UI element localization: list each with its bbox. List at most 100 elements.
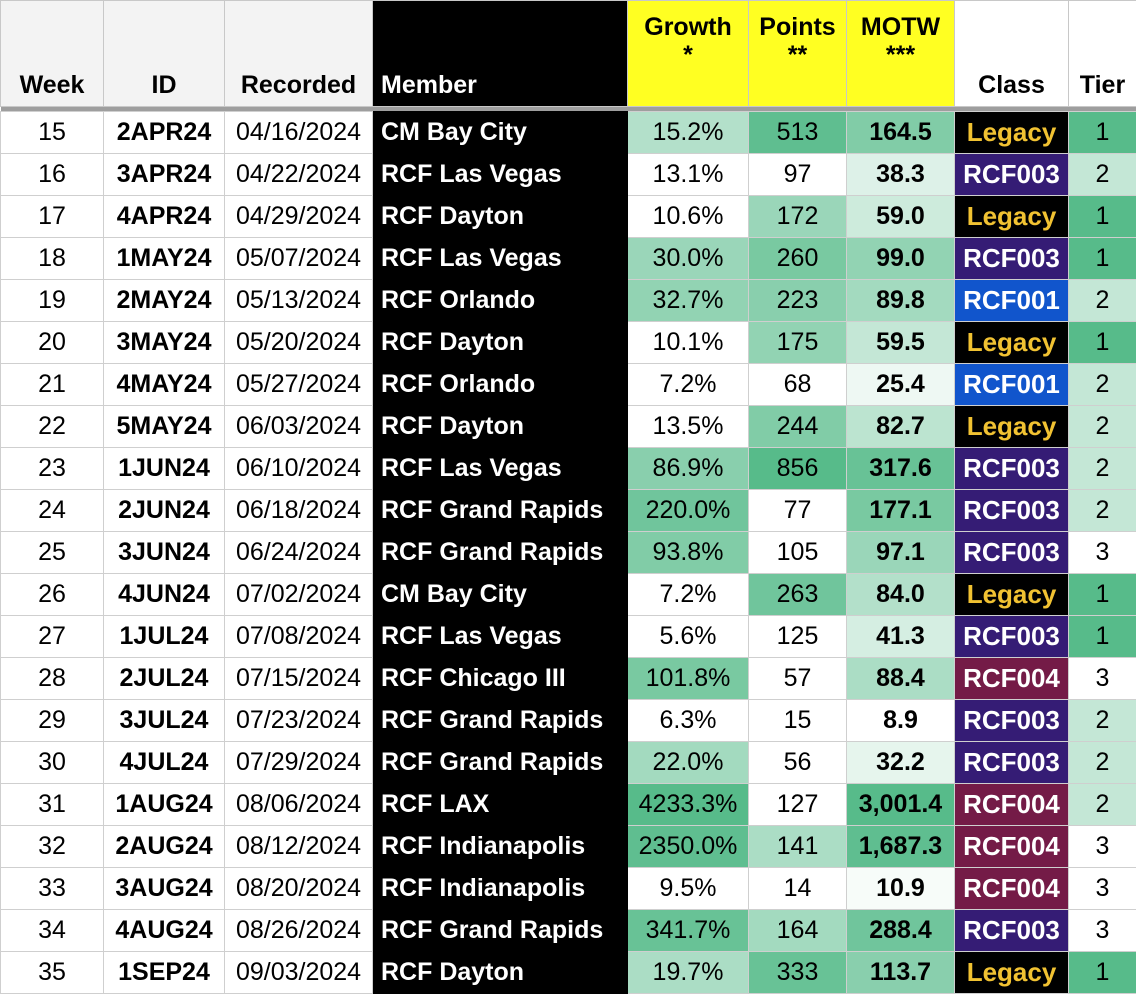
motw-cell[interactable]: 25.4 (847, 364, 955, 406)
id-cell[interactable]: 3JUL24 (104, 700, 225, 742)
week-cell[interactable]: 18 (1, 238, 104, 280)
recorded-cell[interactable]: 08/26/2024 (225, 910, 373, 952)
member-cell[interactable]: RCF Dayton (373, 952, 628, 994)
growth-cell[interactable]: 86.9% (628, 448, 749, 490)
member-cell[interactable]: RCF Grand Rapids (373, 490, 628, 532)
class-cell[interactable]: RCF003 (955, 700, 1069, 742)
points-cell[interactable]: 125 (749, 616, 847, 658)
growth-cell[interactable]: 101.8% (628, 658, 749, 700)
growth-cell[interactable]: 30.0% (628, 238, 749, 280)
recorded-cell[interactable]: 07/02/2024 (225, 574, 373, 616)
growth-cell[interactable]: 93.8% (628, 532, 749, 574)
member-cell[interactable]: RCF Orlando (373, 364, 628, 406)
points-cell[interactable]: 223 (749, 280, 847, 322)
tier-cell[interactable]: 3 (1069, 658, 1136, 700)
id-cell[interactable]: 2AUG24 (104, 826, 225, 868)
motw-cell[interactable]: 84.0 (847, 574, 955, 616)
week-cell[interactable]: 24 (1, 490, 104, 532)
points-cell[interactable]: 127 (749, 784, 847, 826)
week-cell[interactable]: 17 (1, 196, 104, 238)
id-cell[interactable]: 1MAY24 (104, 238, 225, 280)
points-cell[interactable]: 172 (749, 196, 847, 238)
recorded-cell[interactable]: 04/16/2024 (225, 112, 373, 154)
id-cell[interactable]: 4APR24 (104, 196, 225, 238)
tier-cell[interactable]: 1 (1069, 322, 1136, 364)
id-cell[interactable]: 2JUL24 (104, 658, 225, 700)
member-cell[interactable]: RCF Chicago III (373, 658, 628, 700)
class-cell[interactable]: RCF003 (955, 742, 1069, 784)
growth-cell[interactable]: 10.1% (628, 322, 749, 364)
week-cell[interactable]: 26 (1, 574, 104, 616)
id-cell[interactable]: 3JUN24 (104, 532, 225, 574)
points-cell[interactable]: 333 (749, 952, 847, 994)
class-cell[interactable]: RCF004 (955, 868, 1069, 910)
member-cell[interactable]: RCF Indianapolis (373, 868, 628, 910)
points-cell[interactable]: 105 (749, 532, 847, 574)
class-cell[interactable]: Legacy (955, 406, 1069, 448)
member-cell[interactable]: RCF Las Vegas (373, 238, 628, 280)
member-cell[interactable]: CM Bay City (373, 112, 628, 154)
class-cell[interactable]: Legacy (955, 952, 1069, 994)
tier-cell[interactable]: 2 (1069, 280, 1136, 322)
week-cell[interactable]: 25 (1, 532, 104, 574)
header-tier[interactable]: Tier (1069, 1, 1136, 107)
week-cell[interactable]: 30 (1, 742, 104, 784)
member-cell[interactable]: RCF Indianapolis (373, 826, 628, 868)
id-cell[interactable]: 2APR24 (104, 112, 225, 154)
points-cell[interactable]: 57 (749, 658, 847, 700)
motw-cell[interactable]: 97.1 (847, 532, 955, 574)
class-cell[interactable]: Legacy (955, 322, 1069, 364)
member-cell[interactable]: RCF Grand Rapids (373, 700, 628, 742)
week-cell[interactable]: 33 (1, 868, 104, 910)
week-cell[interactable]: 23 (1, 448, 104, 490)
points-cell[interactable]: 263 (749, 574, 847, 616)
recorded-cell[interactable]: 07/15/2024 (225, 658, 373, 700)
id-cell[interactable]: 5MAY24 (104, 406, 225, 448)
member-cell[interactable]: RCF Grand Rapids (373, 532, 628, 574)
growth-cell[interactable]: 32.7% (628, 280, 749, 322)
growth-cell[interactable]: 6.3% (628, 700, 749, 742)
motw-cell[interactable]: 59.5 (847, 322, 955, 364)
motw-cell[interactable]: 99.0 (847, 238, 955, 280)
tier-cell[interactable]: 3 (1069, 868, 1136, 910)
member-cell[interactable]: RCF Las Vegas (373, 154, 628, 196)
growth-cell[interactable]: 7.2% (628, 364, 749, 406)
recorded-cell[interactable]: 06/24/2024 (225, 532, 373, 574)
tier-cell[interactable]: 3 (1069, 532, 1136, 574)
id-cell[interactable]: 4MAY24 (104, 364, 225, 406)
recorded-cell[interactable]: 06/18/2024 (225, 490, 373, 532)
member-cell[interactable]: CM Bay City (373, 574, 628, 616)
class-cell[interactable]: Legacy (955, 112, 1069, 154)
recorded-cell[interactable]: 04/22/2024 (225, 154, 373, 196)
growth-cell[interactable]: 2350.0% (628, 826, 749, 868)
week-cell[interactable]: 19 (1, 280, 104, 322)
tier-cell[interactable]: 2 (1069, 742, 1136, 784)
motw-cell[interactable]: 177.1 (847, 490, 955, 532)
member-cell[interactable]: RCF Las Vegas (373, 616, 628, 658)
recorded-cell[interactable]: 06/03/2024 (225, 406, 373, 448)
header-growth[interactable]: Growth* (628, 1, 749, 107)
motw-cell[interactable]: 288.4 (847, 910, 955, 952)
class-cell[interactable]: RCF003 (955, 532, 1069, 574)
header-id[interactable]: ID (104, 1, 225, 107)
tier-cell[interactable]: 1 (1069, 952, 1136, 994)
class-cell[interactable]: Legacy (955, 574, 1069, 616)
recorded-cell[interactable]: 04/29/2024 (225, 196, 373, 238)
growth-cell[interactable]: 10.6% (628, 196, 749, 238)
member-cell[interactable]: RCF Dayton (373, 406, 628, 448)
class-cell[interactable]: RCF003 (955, 448, 1069, 490)
motw-cell[interactable]: 41.3 (847, 616, 955, 658)
motw-cell[interactable]: 89.8 (847, 280, 955, 322)
tier-cell[interactable]: 1 (1069, 574, 1136, 616)
week-cell[interactable]: 29 (1, 700, 104, 742)
member-cell[interactable]: RCF LAX (373, 784, 628, 826)
week-cell[interactable]: 22 (1, 406, 104, 448)
growth-cell[interactable]: 220.0% (628, 490, 749, 532)
motw-cell[interactable]: 113.7 (847, 952, 955, 994)
id-cell[interactable]: 1JUL24 (104, 616, 225, 658)
tier-cell[interactable]: 2 (1069, 700, 1136, 742)
motw-cell[interactable]: 8.9 (847, 700, 955, 742)
member-cell[interactable]: RCF Grand Rapids (373, 742, 628, 784)
recorded-cell[interactable]: 05/20/2024 (225, 322, 373, 364)
class-cell[interactable]: RCF003 (955, 616, 1069, 658)
